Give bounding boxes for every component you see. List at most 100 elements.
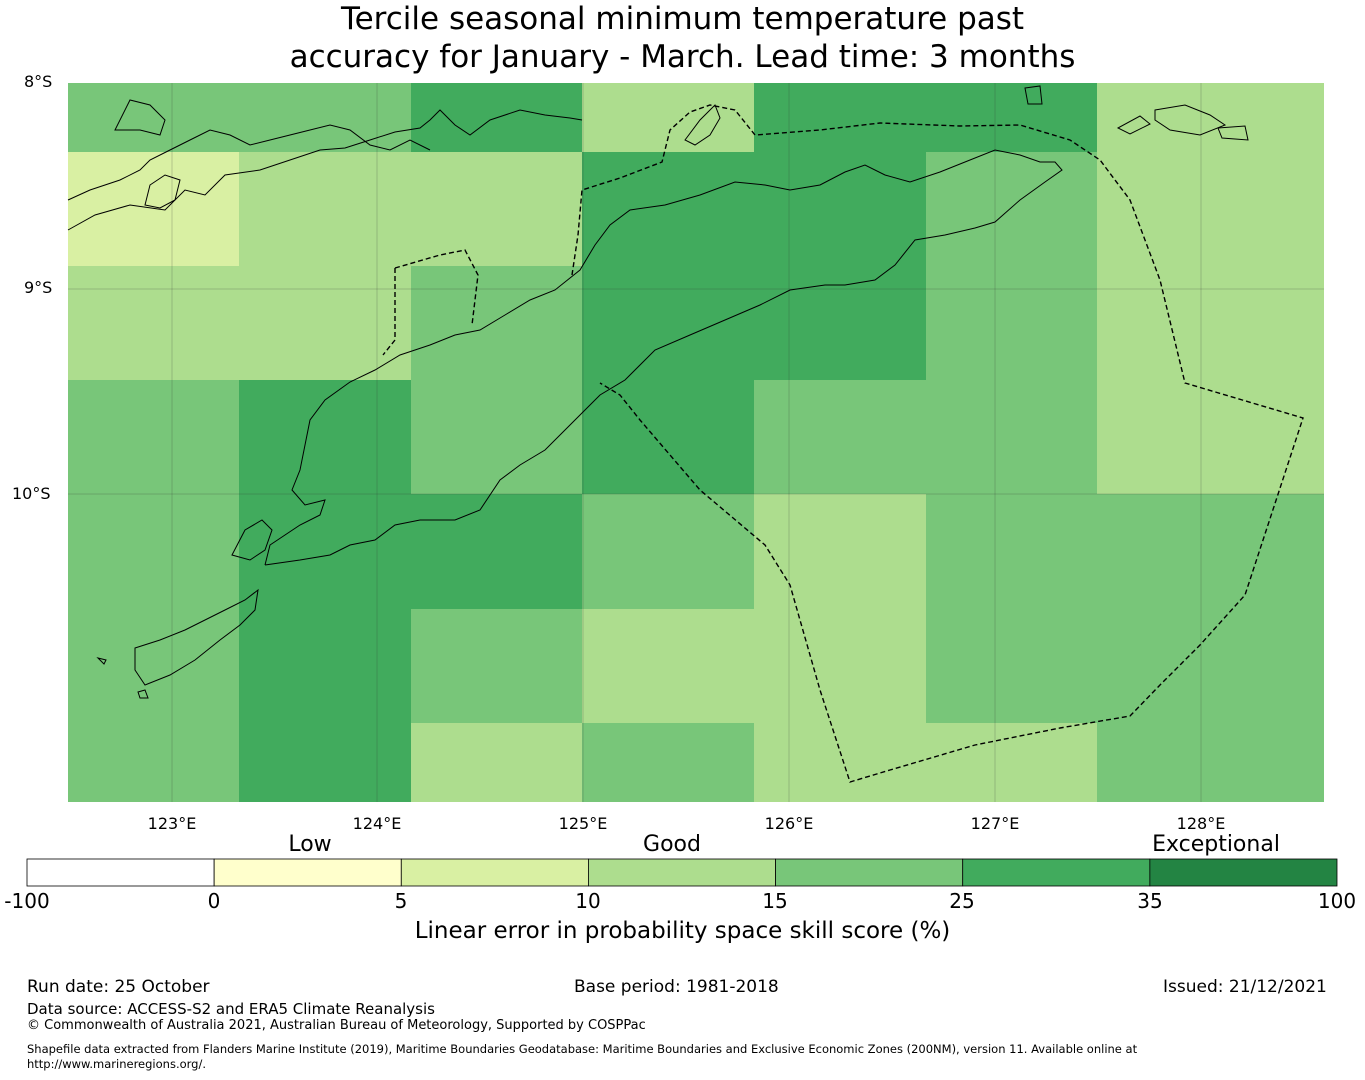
island-north-2 — [144, 174, 181, 209]
colorbar-tick-10: 10 — [575, 889, 601, 913]
colorbar-segment — [1149, 858, 1338, 887]
island-north-7 — [684, 104, 721, 146]
colorbar-tick-5: 5 — [394, 889, 408, 913]
coastlines — [67, 85, 1249, 699]
colorbar-segments — [26, 858, 1338, 887]
grid-cell — [411, 494, 582, 609]
grid-cell — [582, 494, 754, 609]
grid-cell — [68, 83, 239, 152]
eez-boundary-oecusse — [382, 249, 479, 356]
colorbar-segment — [588, 858, 776, 887]
grid-cell — [754, 723, 926, 802]
colorbar-tick-0: 0 — [207, 889, 221, 913]
lon-label-123e: 123°E — [147, 814, 197, 833]
lat-label-10s: 10°S — [12, 484, 51, 503]
grid-cell — [926, 609, 1097, 723]
grid-cell — [239, 494, 411, 609]
island-north-1 — [114, 99, 166, 136]
grid-cell — [239, 380, 411, 494]
eez-boundary-main — [571, 104, 1304, 783]
shapefile-url: http://www.marineregions.org/. — [27, 1057, 206, 1071]
lat-label-9s: 9°S — [24, 278, 53, 297]
grid-cell — [582, 266, 754, 380]
grid-cell — [411, 723, 582, 802]
copyright: © Commonwealth of Australia 2021, Austra… — [27, 1018, 646, 1033]
run-date: Run date: 25 October — [27, 977, 210, 997]
grid-cell — [68, 609, 239, 723]
grid-cell — [754, 83, 926, 152]
grid-cell — [411, 152, 582, 266]
grid-cell — [1097, 609, 1324, 723]
lon-label-128e: 128°E — [1176, 814, 1226, 833]
grid-cell — [926, 723, 1097, 802]
grid-cell — [754, 609, 926, 723]
grid-cell — [68, 380, 239, 494]
colorbar-category-good: Good — [643, 832, 701, 857]
grid-cell — [926, 494, 1097, 609]
grid-cell — [754, 152, 926, 266]
grid-cell — [926, 266, 1097, 380]
grid-cell — [1097, 380, 1324, 494]
title-line-2: accuracy for January - March. Lead time:… — [289, 39, 1076, 75]
island-north-4 — [1116, 115, 1151, 135]
grid-cell — [68, 723, 239, 802]
lon-label-125e: 125°E — [558, 814, 608, 833]
grid-cell — [1097, 494, 1324, 609]
grid-cell — [582, 380, 754, 494]
base-period: Base period: 1981-2018 — [574, 977, 779, 997]
island-north-6 — [1217, 125, 1249, 141]
islet-2 — [96, 657, 107, 665]
lon-label-126e: 126°E — [764, 814, 814, 833]
colorbar-tick-35: 35 — [1137, 889, 1163, 913]
islet-1 — [137, 689, 149, 699]
shapefile-credit: Shapefile data extracted from Flanders M… — [27, 1042, 1138, 1056]
data-source: Data source: ACCESS-S2 and ERA5 Climate … — [27, 1000, 435, 1018]
island-north-5 — [1154, 104, 1227, 136]
lat-label-8s: 8°S — [24, 72, 53, 91]
colorbar-tick-100: 100 — [1317, 889, 1357, 913]
grid-cell — [926, 152, 1097, 266]
colorbar-segment — [400, 858, 589, 887]
grid-cell — [411, 380, 582, 494]
grid-cell — [68, 266, 239, 380]
grid-cell — [1097, 83, 1324, 152]
grid-cell — [68, 152, 239, 266]
grid-cell — [754, 380, 926, 494]
map-title: Tercile seasonal minimum temperature pas… — [0, 0, 1365, 76]
semau-coastline — [231, 519, 273, 561]
grid-cell — [239, 152, 411, 266]
colorbar-tick-neg100: -100 — [4, 889, 50, 913]
grid-cell — [68, 494, 239, 609]
colorbar-segment — [962, 858, 1151, 887]
grid-cell — [239, 723, 411, 802]
island-north-3 — [1024, 85, 1043, 105]
lon-label-124e: 124°E — [352, 814, 402, 833]
grid-cell — [239, 609, 411, 723]
colorbar-tick-25: 25 — [949, 889, 975, 913]
lon-label-127e: 127°E — [970, 814, 1020, 833]
colorbar-segment — [213, 858, 402, 887]
colorbar-tick-15: 15 — [762, 889, 788, 913]
grid-cell — [926, 380, 1097, 494]
colorbar-segment — [775, 858, 964, 887]
colorbar-category-exceptional: Exceptional — [1152, 832, 1280, 857]
title-line-1: Tercile seasonal minimum temperature pas… — [340, 1, 1025, 37]
grid-cell — [1097, 152, 1324, 266]
colorbar-category-low: Low — [288, 832, 332, 857]
grid-cell — [411, 266, 582, 380]
issued-date: Issued: 21/12/2021 — [1163, 977, 1327, 997]
grid-cell — [926, 83, 1097, 152]
timor-coastline — [264, 149, 1063, 566]
grid-cell — [1097, 266, 1324, 380]
coastline-north — [67, 109, 583, 231]
grid-cell — [582, 152, 754, 266]
grid-cell — [582, 723, 754, 802]
grid-cell — [239, 266, 411, 380]
grid-cell — [754, 494, 926, 609]
maritime-boundaries — [382, 104, 1304, 783]
grid-cell — [582, 609, 754, 723]
colorbar-label: Linear error in probability space skill … — [414, 918, 951, 944]
grid-cell — [1097, 723, 1324, 802]
